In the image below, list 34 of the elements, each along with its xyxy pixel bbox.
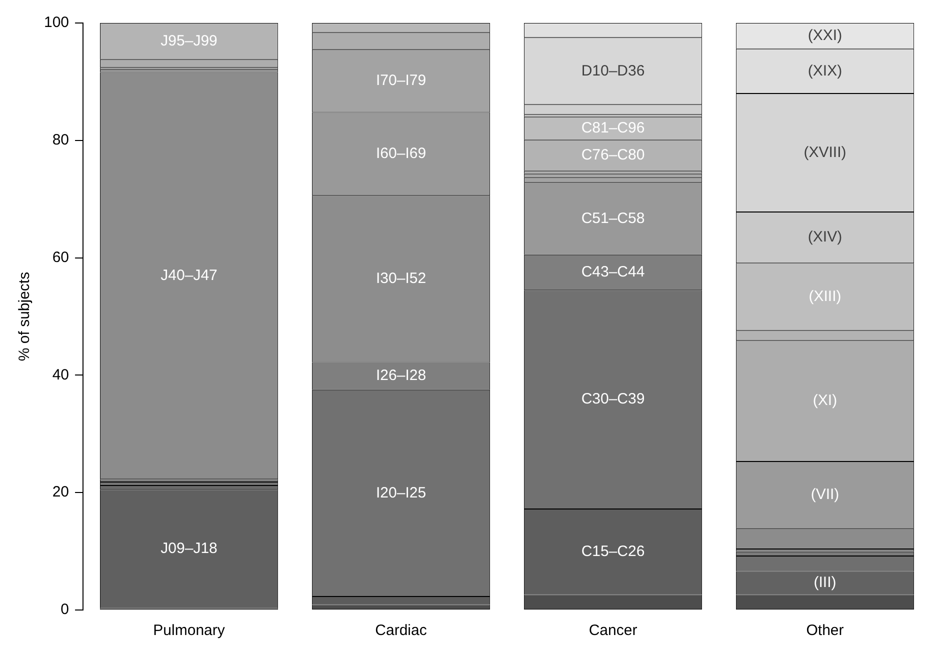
data-label: J40–J47: [160, 266, 218, 284]
data-label: I60–I69: [376, 145, 426, 162]
data-label: (XIV): [808, 228, 842, 246]
y-tick-label: 40: [52, 366, 70, 384]
data-label: C51–C58: [581, 210, 645, 227]
data-label: (XIX): [808, 62, 842, 80]
data-label: (III): [814, 574, 836, 592]
y-tick-label: 80: [52, 132, 70, 149]
y-tick-label: 0: [60, 601, 70, 618]
x-tick-label: Other: [806, 622, 844, 640]
y-axis-title: % of subjects: [16, 272, 34, 362]
data-label: C76–C80: [581, 146, 645, 164]
x-tick-label: Cancer: [588, 622, 638, 640]
data-label: I20–I25: [376, 484, 426, 502]
x-tick-label: Cardiac: [375, 622, 428, 640]
data-label: D10–D36: [581, 62, 645, 80]
data-label: C81–C96: [581, 120, 645, 137]
data-label: (VII): [810, 486, 840, 504]
data-label: I70–I79: [376, 72, 426, 89]
y-tick-label: 20: [52, 484, 70, 501]
data-label: (XVIII): [804, 144, 846, 161]
data-label: (XI): [812, 392, 838, 410]
data-label: (XIII): [808, 288, 842, 305]
data-label: J09–J18: [160, 540, 218, 558]
y-tick-label: 100: [44, 14, 70, 32]
data-label: C15–C26: [581, 543, 645, 560]
x-tick-label: Pulmonary: [153, 622, 226, 640]
data-label: I26–I28: [376, 367, 426, 384]
data-label: C43–C44: [581, 264, 645, 281]
data-label: (XXI): [808, 27, 842, 44]
data-label: J95–J99: [160, 32, 218, 50]
data-label: I30–I52: [376, 270, 426, 288]
data-label: C30–C39: [581, 390, 645, 408]
y-tick-label: 60: [52, 248, 70, 266]
